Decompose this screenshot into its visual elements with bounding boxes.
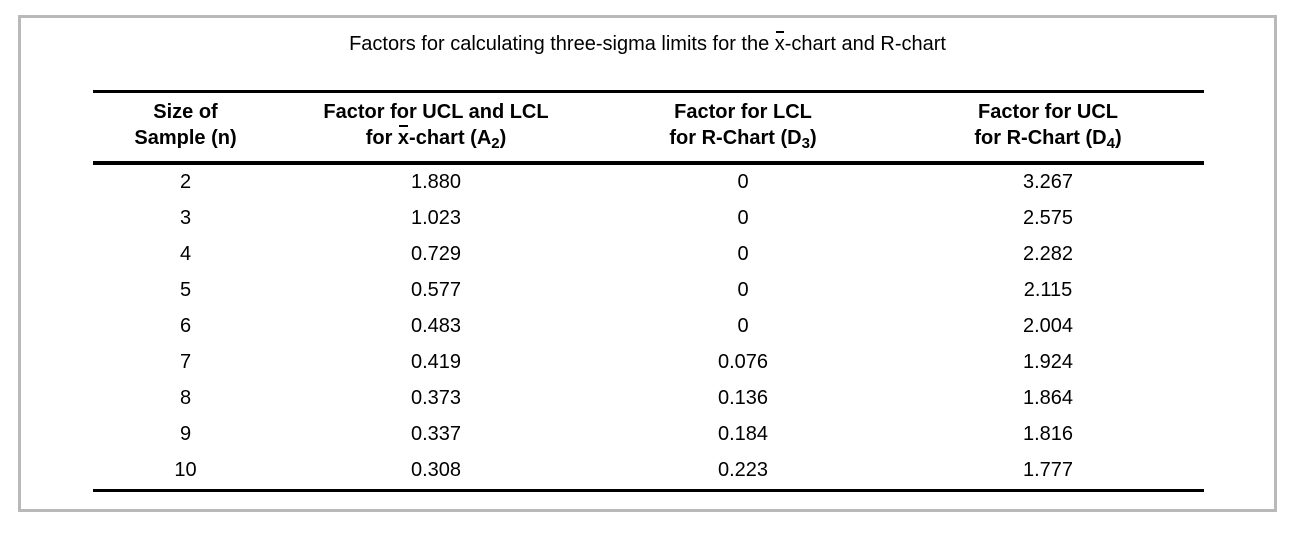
cell-a2: 0.483: [410, 315, 462, 337]
cell-d4: 2.004: [1022, 315, 1074, 337]
header-line: for R-Chart (D4): [892, 125, 1204, 151]
cell-d4: 1.777: [1022, 459, 1074, 481]
header-sample-size: Size of Sample (n): [93, 91, 278, 165]
header-line: Sample (n): [134, 127, 237, 149]
table-row: 6 0.483 0 2.004: [93, 309, 1204, 345]
cell-a2: 1.023: [410, 207, 462, 229]
table-row: 5 0.577 0 2.115: [93, 273, 1204, 309]
cell-a2: 0.337: [410, 423, 462, 445]
table-title: Factors for calculating three-sigma limi…: [21, 18, 1274, 57]
header-d4-factor: Factor for UCL for R-Chart (D4): [892, 91, 1204, 165]
title-text-post: -chart and R-chart: [784, 33, 946, 55]
table-body: 2 1.880 0 3.267 3 1.023 0 2.575 4 0.729 …: [93, 163, 1204, 491]
cell-d3: 0: [737, 243, 749, 265]
cell-d4: 2.575: [1022, 207, 1074, 229]
header-line: for x-chart (A2): [278, 125, 594, 151]
cell-n: 8: [179, 387, 192, 409]
table-row: 10 0.308 0.223 1.777: [93, 453, 1204, 491]
header-text: ): [809, 127, 817, 149]
header-text: ): [499, 127, 507, 149]
cell-n: 5: [179, 279, 192, 301]
cell-d4: 3.267: [1022, 171, 1074, 193]
header-line: Factor for LCL: [674, 101, 812, 123]
cell-d3: 0.223: [717, 459, 769, 481]
header-text: for R-Chart (D: [669, 127, 802, 149]
cell-d4: 2.115: [1023, 279, 1073, 301]
cell-n: 2: [179, 171, 192, 193]
table-figure-frame: Factors for calculating three-sigma limi…: [18, 15, 1277, 512]
cell-d3: 0: [737, 279, 749, 301]
table-row: 4 0.729 0 2.282: [93, 237, 1204, 273]
header-subscript: 3: [801, 135, 810, 152]
header-line: Factor for UCL: [978, 101, 1118, 123]
header-text: for R-Chart (D: [974, 127, 1107, 149]
cell-d3: 0: [737, 171, 749, 193]
cell-d4: 1.924: [1022, 351, 1074, 373]
title-text-pre: Factors for calculating three-sigma limi…: [349, 33, 775, 55]
header-text: for: [365, 127, 398, 149]
cell-n: 4: [179, 243, 192, 265]
cell-n: 9: [179, 423, 192, 445]
header-a2-factor: Factor for UCL and LCL for x-chart (A2): [278, 91, 594, 165]
title-xbar: x: [774, 31, 785, 55]
table-row: 7 0.419 0.076 1.924: [93, 345, 1204, 381]
cell-a2: 0.419: [410, 351, 462, 373]
table-row: 2 1.880 0 3.267: [93, 163, 1204, 201]
table-row: 8 0.373 0.136 1.864: [93, 381, 1204, 417]
factors-table: Size of Sample (n) Factor for UCL and LC…: [93, 90, 1204, 492]
cell-a2: 0.373: [410, 387, 462, 409]
header-text: -chart (A: [409, 127, 492, 149]
cell-n: 3: [179, 207, 192, 229]
cell-d4: 1.864: [1022, 387, 1074, 409]
cell-d3: 0.184: [717, 423, 769, 445]
header-line: for R-Chart (D3): [594, 125, 892, 151]
table-row: 3 1.023 0 2.575: [93, 201, 1204, 237]
cell-d3: 0.136: [717, 387, 769, 409]
header-subscript: 2: [491, 135, 500, 152]
cell-d3: 0: [737, 207, 749, 229]
header-xbar: x: [397, 125, 410, 149]
cell-a2: 0.308: [410, 459, 462, 481]
cell-a2: 1.880: [410, 171, 462, 193]
header-text: ): [1114, 127, 1122, 149]
cell-n: 7: [179, 351, 192, 373]
cell-a2: 0.729: [410, 243, 462, 265]
header-row: Size of Sample (n) Factor for UCL and LC…: [93, 91, 1204, 165]
cell-n: 10: [174, 459, 197, 481]
header-d3-factor: Factor for LCL for R-Chart (D3): [594, 91, 892, 165]
header-line: Factor for UCL and LCL: [323, 101, 549, 123]
table-header: Size of Sample (n) Factor for UCL and LC…: [93, 91, 1204, 165]
cell-d4: 2.282: [1022, 243, 1074, 265]
header-subscript: 4: [1106, 135, 1115, 152]
table-row: 9 0.337 0.184 1.816: [93, 417, 1204, 453]
cell-a2: 0.577: [410, 279, 462, 301]
header-line: Size of: [153, 101, 218, 123]
cell-d3: 0: [737, 315, 749, 337]
cell-d3: 0.076: [717, 351, 769, 373]
cell-d4: 1.816: [1022, 423, 1074, 445]
cell-n: 6: [179, 315, 192, 337]
